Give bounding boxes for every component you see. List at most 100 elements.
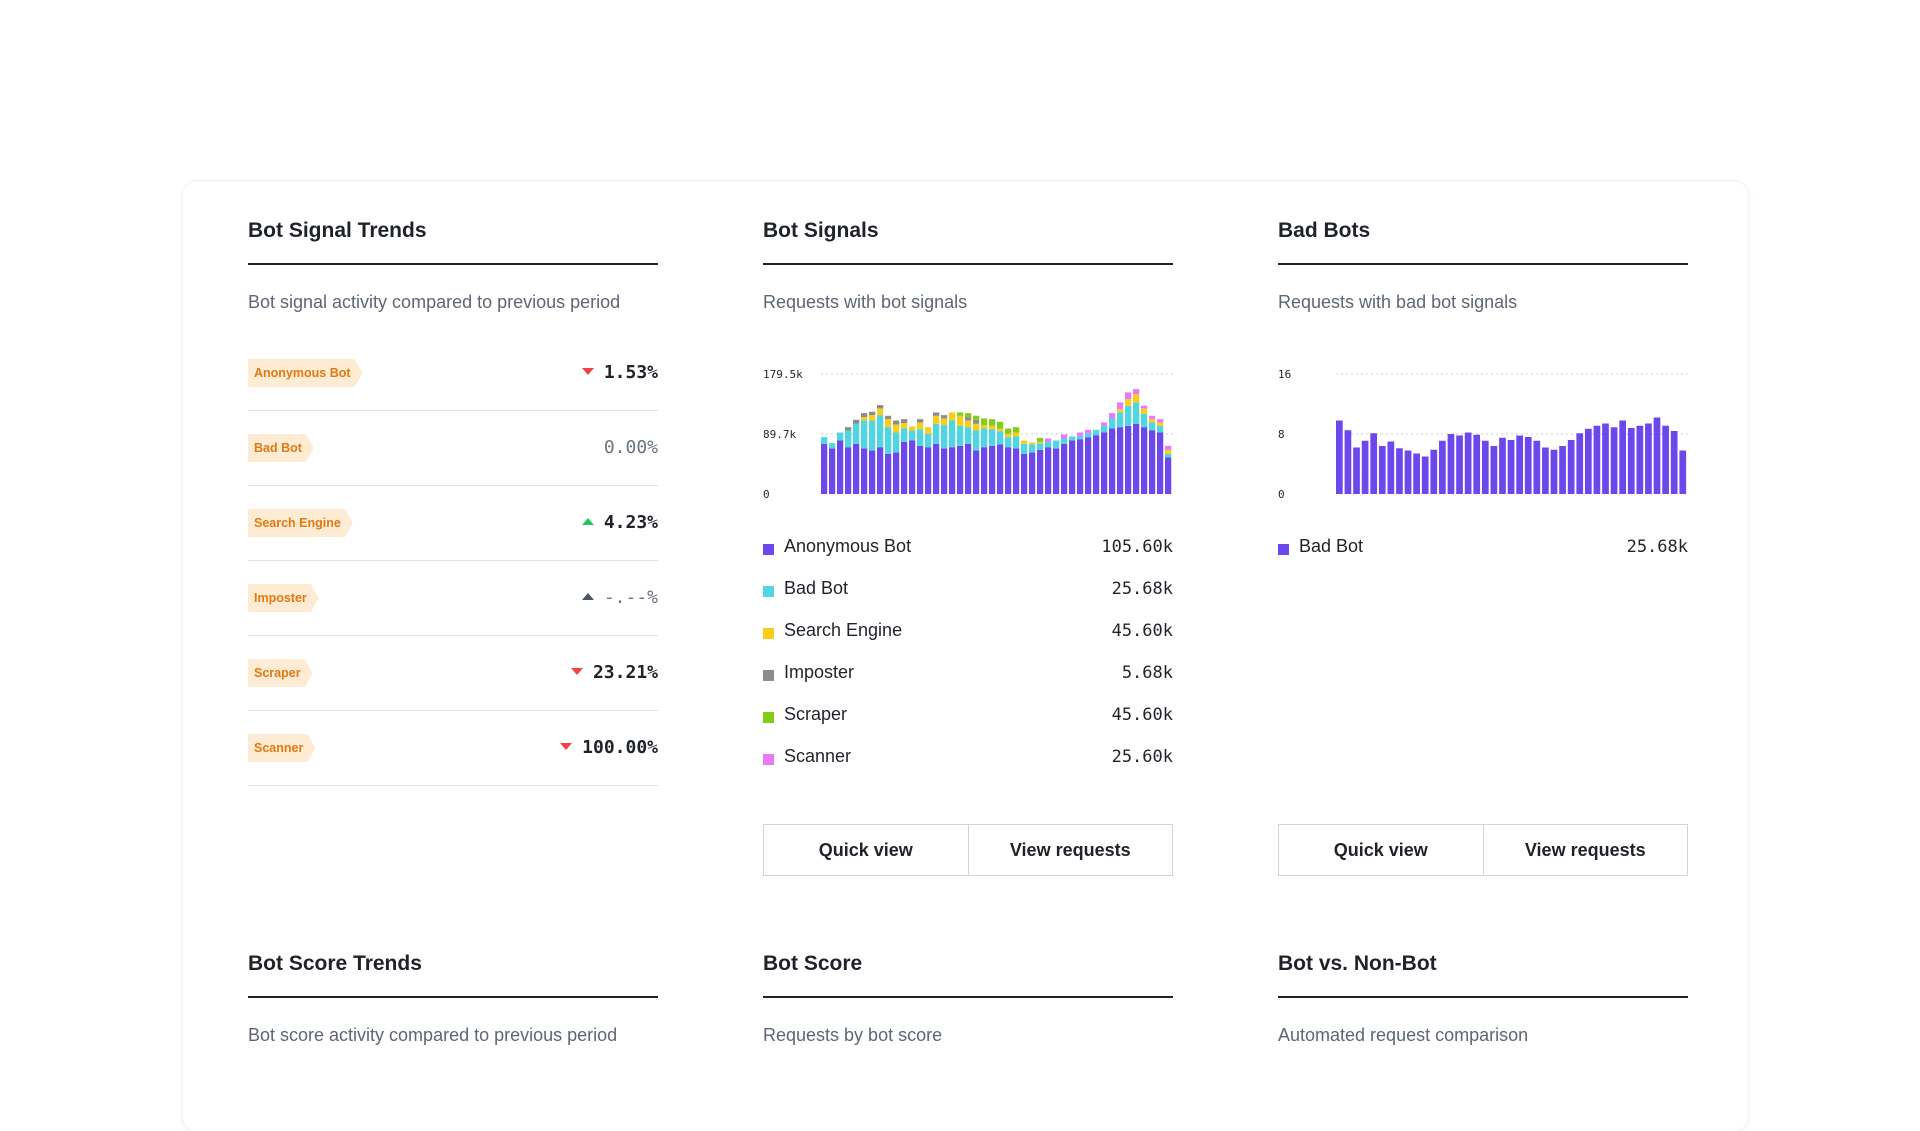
trend-row: Imposter -.--% <box>248 561 658 636</box>
bar-segment <box>869 450 876 494</box>
legend-label: Scanner <box>784 746 852 766</box>
legend-label: Search Engine <box>784 620 903 640</box>
bar-segment <box>893 452 900 494</box>
bar-segment <box>1133 402 1140 424</box>
panel-subtitle: Bot score activity compared to previous … <box>248 1025 618 1045</box>
bar-segment <box>909 440 916 494</box>
bar-segment <box>1117 409 1124 413</box>
bar-segment <box>901 423 908 429</box>
bar-segment <box>1013 432 1020 437</box>
bar-segment <box>1550 449 1558 494</box>
bar-segment <box>1125 425 1132 494</box>
bar-segment <box>1165 457 1172 494</box>
bar-segment <box>941 418 948 426</box>
quick-view-button[interactable]: Quick view <box>1333 839 1428 860</box>
quick-view-button[interactable]: Quick view <box>818 839 913 860</box>
trend-value: 23.21% <box>570 661 658 685</box>
view-requests-button[interactable]: View requests <box>967 825 1173 875</box>
trend-value: 0.00% <box>604 436 658 460</box>
panel-title: Bot Signals <box>763 211 1173 265</box>
bar-segment <box>1149 430 1156 494</box>
bar-segment <box>1109 418 1116 429</box>
bar-segment <box>1542 447 1549 494</box>
bar-segment <box>1141 408 1148 414</box>
bar-segment <box>1430 449 1438 494</box>
bar-segment <box>1101 425 1108 433</box>
bar-segment <box>1021 443 1028 454</box>
bar-segment <box>1576 433 1584 494</box>
bar-segment <box>1133 389 1140 395</box>
legend-label: Anonymous Bot <box>784 536 912 556</box>
legend-item: Scraper 45.60k <box>763 698 1173 740</box>
bar-segment <box>1619 420 1627 494</box>
legend-item: Imposter 5.68k <box>763 656 1173 698</box>
bar-segment <box>1662 425 1669 494</box>
bar-segment <box>861 448 868 494</box>
bar-segment <box>925 447 932 494</box>
bar-segment <box>1559 446 1566 494</box>
bar-segment <box>1037 449 1044 494</box>
bar-segment <box>877 447 884 494</box>
bar-segment <box>949 412 956 421</box>
bar-segment <box>997 421 1004 429</box>
bar-segment <box>1109 413 1116 419</box>
bar-segment <box>1157 432 1164 494</box>
bar-segment <box>1165 445 1172 450</box>
bar-segment <box>1021 453 1028 494</box>
bar-segment <box>1045 441 1052 448</box>
bar-segment <box>1157 425 1164 433</box>
bar-segment <box>957 445 964 494</box>
bar-segment <box>1061 443 1068 494</box>
legend-item: Anonymous Bot 105.60k <box>763 530 1173 572</box>
bad-bots-actions: Quick view View requests <box>1278 824 1688 876</box>
trend-row: Anonymous Bot 1.53% <box>248 352 658 411</box>
bar-segment <box>877 405 884 409</box>
trend-value: 1.53% <box>581 361 658 385</box>
bar-segment <box>1602 423 1609 494</box>
bar-segment <box>877 408 884 416</box>
bar-segment <box>1069 436 1076 441</box>
bot-signals-panel: Bot Signals Requests with bot signals 17… <box>763 211 1173 782</box>
bar-segment <box>917 419 924 423</box>
bot-type-tag: Imposter <box>248 584 319 612</box>
bar-segment <box>909 430 916 441</box>
bar-segment <box>1473 434 1481 494</box>
bar-segment <box>1085 437 1092 494</box>
bar-segment <box>909 426 916 431</box>
bar-segment <box>1378 446 1386 494</box>
trend-percent: 0.00% <box>603 437 658 458</box>
y-tick-label: 0 <box>1278 488 1285 501</box>
bar-segment <box>885 415 892 420</box>
bar-segment <box>981 418 988 426</box>
bar-segment <box>989 445 996 494</box>
bar-segment <box>837 440 844 494</box>
bar-segment <box>989 425 996 430</box>
bar-segment <box>1037 437 1044 442</box>
bar-segment <box>1045 447 1052 494</box>
bar-segment <box>829 448 836 494</box>
bar-segment <box>1069 440 1076 494</box>
bar-segment <box>1125 399 1132 406</box>
bar-segment <box>1005 447 1012 494</box>
bad-bots-legend: Bad Bot 25.68k <box>1278 530 1688 572</box>
bar-segment <box>1516 435 1523 494</box>
bar-segment <box>1645 423 1652 494</box>
bar-segment <box>1085 433 1092 438</box>
bot-type-tag: Bad Bot <box>248 434 314 462</box>
legend-item: Scanner 25.60k <box>763 740 1173 782</box>
bar-segment <box>1584 428 1592 494</box>
bar-segment <box>1353 447 1360 494</box>
bar-segment <box>1679 450 1687 494</box>
bar-segment <box>1029 444 1036 453</box>
bar-segment <box>861 420 868 449</box>
view-requests-button[interactable]: View requests <box>1482 825 1688 875</box>
bar-segment <box>965 420 972 428</box>
legend-swatch <box>763 586 774 597</box>
legend-value: 105.60k <box>1101 537 1173 557</box>
panel-title: Bot vs. Non-Bot <box>1278 944 1688 998</box>
bar-segment <box>1077 435 1084 440</box>
legend-label: Bad Bot <box>1299 536 1364 556</box>
bar-segment <box>1045 438 1052 442</box>
panel-title: Bot Signal Trends <box>248 211 658 265</box>
